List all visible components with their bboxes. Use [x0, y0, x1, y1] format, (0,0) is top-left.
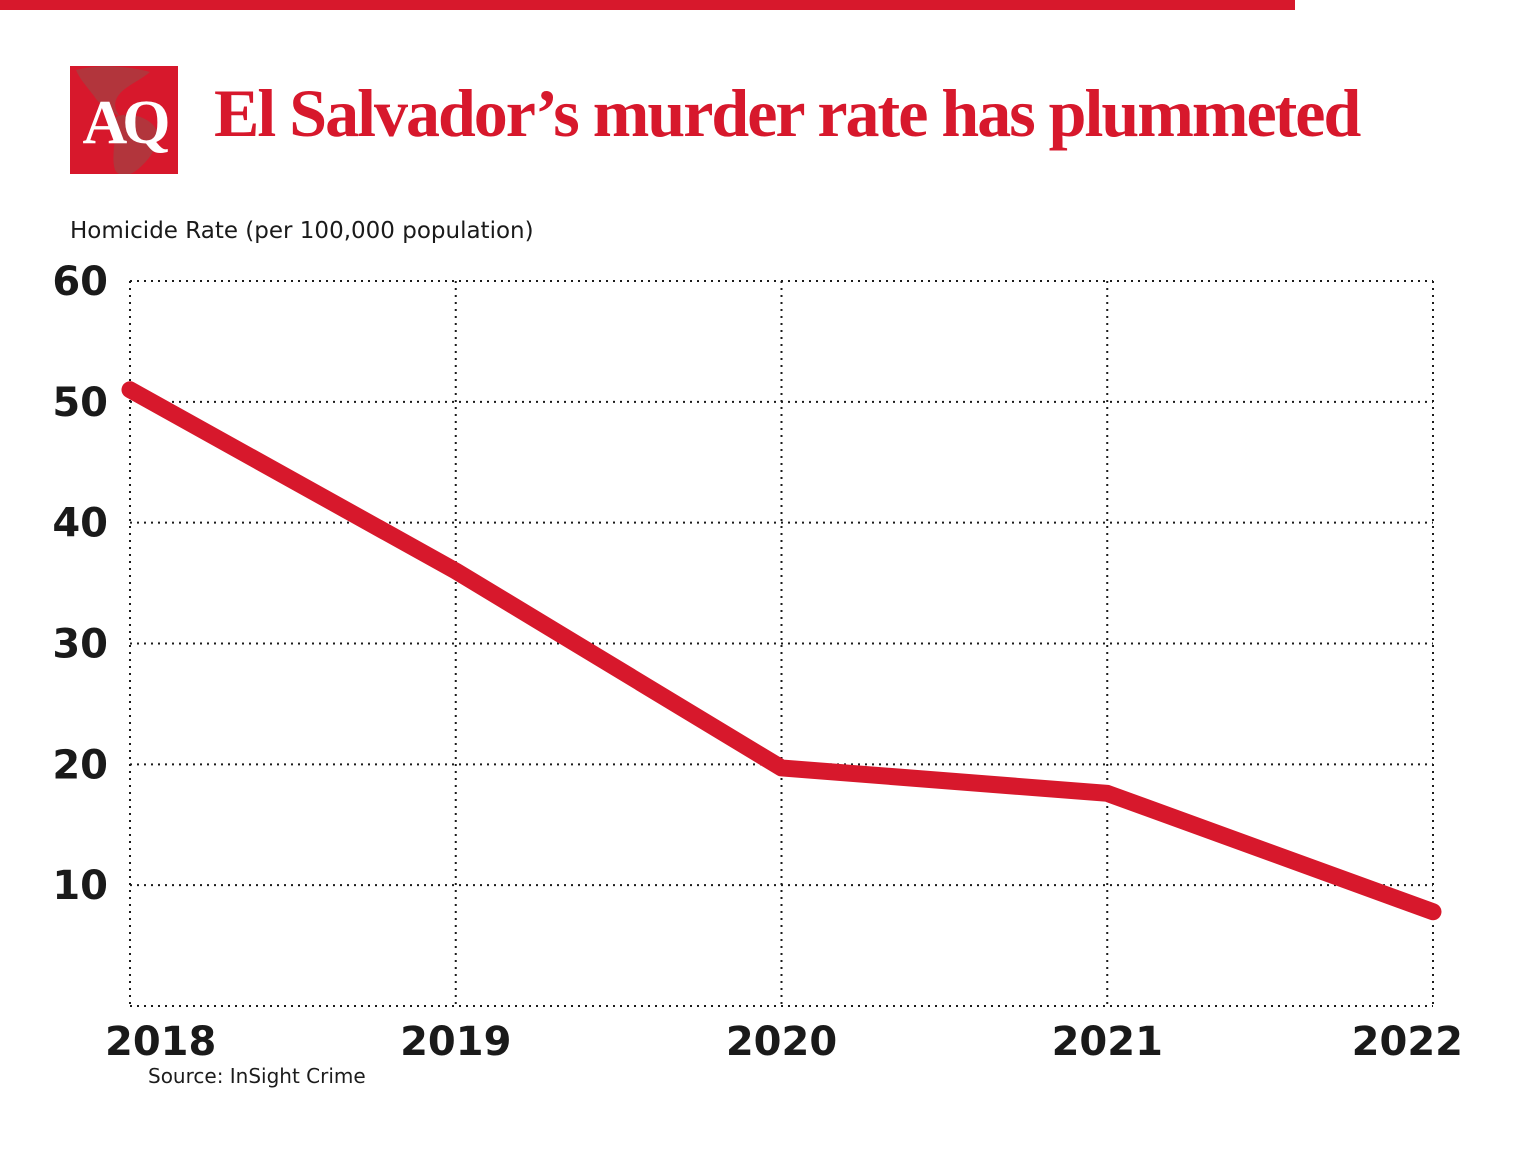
x-axis-tick: 2022 — [1352, 1019, 1463, 1065]
americas-map-icon — [76, 66, 158, 174]
x-axis-tick: 2018 — [105, 1019, 216, 1065]
gridlines — [129, 280, 1434, 1007]
page-title: El Salvador’s murder rate has plummeted — [214, 75, 1361, 151]
y-axis-tick: 50 — [52, 380, 108, 426]
logo-letters: AQ — [82, 88, 171, 157]
x-axis-tick: 2020 — [726, 1019, 837, 1065]
aq-logo: AQ — [70, 66, 178, 174]
x-axis-tick: 2021 — [1052, 1019, 1163, 1065]
data-series — [121, 381, 1442, 921]
y-axis-tick: 30 — [52, 622, 108, 668]
homicide-rate-line — [121, 381, 1442, 921]
source-credit: Source: InSight Crime — [148, 1064, 366, 1088]
y-axis-tick: 20 — [52, 742, 108, 788]
y-axis-title: Homicide Rate (per 100,000 population) — [70, 218, 534, 244]
axis-labels: 10 20 30 40 50 60 2018 2019 2020 2021 2022 — [52, 259, 1463, 1065]
top-accent-bar — [0, 0, 1295, 10]
x-axis-tick: 2019 — [400, 1019, 511, 1065]
y-axis-tick: 40 — [52, 501, 108, 547]
y-axis-tick: 10 — [52, 863, 108, 909]
y-axis-tick: 60 — [52, 259, 108, 305]
